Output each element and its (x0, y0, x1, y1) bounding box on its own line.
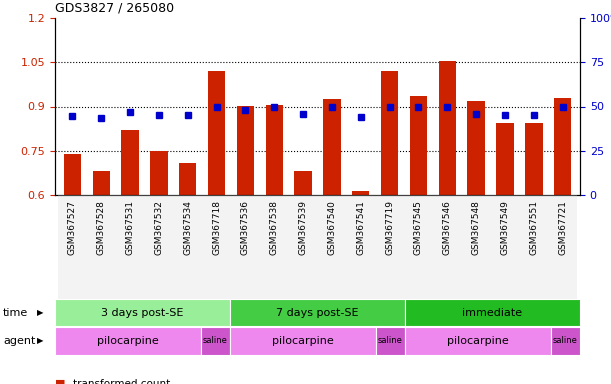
Text: pilocarpine: pilocarpine (272, 336, 334, 346)
Text: immediate: immediate (463, 308, 522, 318)
Bar (318, 195, 346, 299)
Bar (295, 171, 312, 195)
Bar (122, 130, 139, 195)
Bar (467, 101, 485, 195)
Text: GSM367548: GSM367548 (472, 200, 481, 255)
Bar (433, 195, 462, 299)
Text: GSM367545: GSM367545 (414, 200, 423, 255)
Text: GSM367551: GSM367551 (529, 200, 538, 255)
Text: 3 days post-SE: 3 days post-SE (101, 308, 184, 318)
Bar (236, 106, 254, 195)
Text: GSM367532: GSM367532 (155, 200, 163, 255)
Text: transformed count: transformed count (73, 379, 170, 384)
Text: GSM367528: GSM367528 (97, 200, 106, 255)
Bar (404, 195, 433, 299)
Bar (551, 327, 580, 355)
Bar (208, 71, 225, 195)
Text: agent: agent (3, 336, 35, 346)
Bar (266, 105, 283, 195)
Text: saline: saline (378, 336, 403, 346)
Bar (202, 195, 231, 299)
Text: GSM367531: GSM367531 (125, 200, 134, 255)
Bar (491, 195, 519, 299)
Bar (115, 195, 144, 299)
Bar (55, 327, 201, 355)
Bar (150, 151, 167, 195)
Bar (462, 195, 491, 299)
Text: GSM367536: GSM367536 (241, 200, 250, 255)
Bar (405, 299, 580, 326)
Text: saline: saline (553, 336, 578, 346)
Bar (519, 195, 548, 299)
Text: GSM367549: GSM367549 (500, 200, 510, 255)
Text: GSM367540: GSM367540 (327, 200, 337, 255)
Text: pilocarpine: pilocarpine (97, 336, 159, 346)
Bar (201, 327, 230, 355)
Text: saline: saline (203, 336, 228, 346)
Text: GSM367539: GSM367539 (299, 200, 307, 255)
Bar (381, 71, 398, 195)
Bar (288, 195, 318, 299)
Bar (405, 327, 551, 355)
Text: GSM367538: GSM367538 (269, 200, 279, 255)
Text: ■: ■ (55, 379, 65, 384)
Bar (548, 195, 577, 299)
Bar (58, 195, 87, 299)
Bar (260, 195, 288, 299)
Bar (92, 171, 110, 195)
Text: GSM367546: GSM367546 (443, 200, 452, 255)
Text: pilocarpine: pilocarpine (447, 336, 509, 346)
Text: GSM367718: GSM367718 (212, 200, 221, 255)
Bar (55, 299, 230, 326)
Bar (323, 99, 340, 195)
Bar (439, 61, 456, 195)
Text: GSM367721: GSM367721 (558, 200, 567, 255)
Text: ▶: ▶ (37, 336, 43, 346)
Text: GSM367719: GSM367719 (385, 200, 394, 255)
Bar (144, 195, 174, 299)
Bar (496, 123, 514, 195)
Text: ▶: ▶ (37, 308, 43, 317)
Bar (230, 299, 405, 326)
Bar (554, 98, 571, 195)
Bar (346, 195, 375, 299)
Text: GSM367527: GSM367527 (68, 200, 77, 255)
Text: time: time (3, 308, 28, 318)
Text: GSM367541: GSM367541 (356, 200, 365, 255)
Bar (231, 195, 260, 299)
Bar (174, 195, 202, 299)
Bar (179, 162, 196, 195)
Text: GSM367534: GSM367534 (183, 200, 192, 255)
Text: GDS3827 / 265080: GDS3827 / 265080 (55, 1, 174, 14)
Bar (230, 327, 376, 355)
Bar (87, 195, 115, 299)
Bar (410, 96, 427, 195)
Bar (376, 327, 405, 355)
Bar (525, 123, 543, 195)
Text: 7 days post-SE: 7 days post-SE (276, 308, 359, 318)
Bar (352, 190, 370, 195)
Bar (64, 154, 81, 195)
Bar (375, 195, 404, 299)
